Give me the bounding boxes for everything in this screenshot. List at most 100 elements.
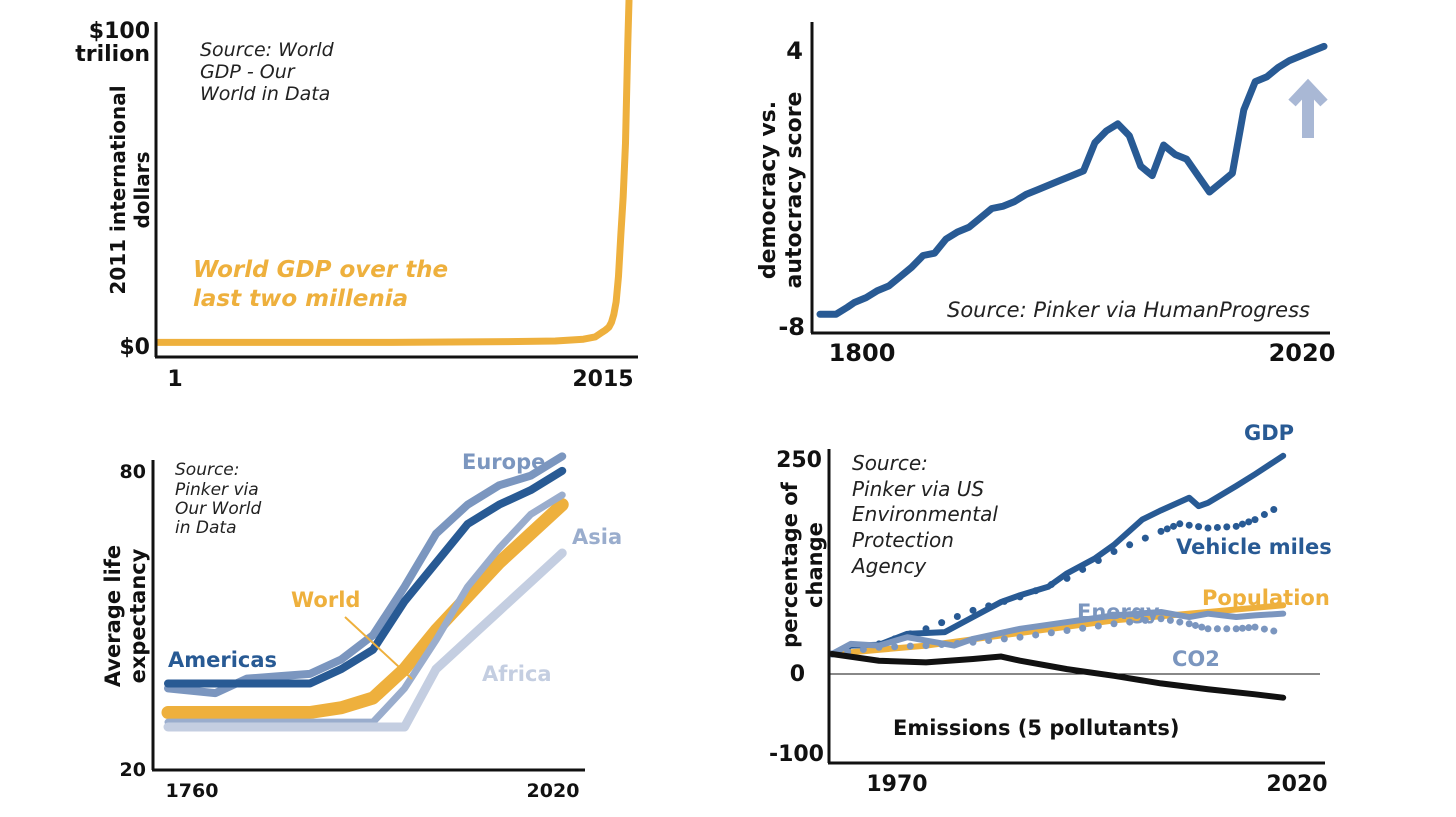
gdp-source-line2: GDP - Our <box>200 61 296 83</box>
env-source-line3: Environmental <box>852 502 998 526</box>
env-x-tick-start: 1970 <box>866 772 927 797</box>
life-y-tick-top: 80 <box>120 461 146 483</box>
env-co2-dot <box>906 642 914 650</box>
env-vehicle-miles-dot <box>1016 593 1024 601</box>
env-co2-dot <box>969 638 977 646</box>
env-vehicle-miles-dot <box>1170 522 1178 530</box>
env-vehicle-miles-dot <box>1204 524 1212 532</box>
democracy-y-tick-bottom: -8 <box>778 313 805 341</box>
env-vehicle-miles-dot <box>1251 516 1259 524</box>
gdp-y-tick-zero: $0 <box>119 335 150 360</box>
life-y-label-line2: expectancy <box>126 548 150 683</box>
democracy-y-label-line2: autocracy score <box>782 92 807 289</box>
gdp-title-line2: last two millenia <box>193 286 408 312</box>
gdp-title-line1: World GDP over the <box>193 257 448 283</box>
env-co2-dot <box>1110 620 1118 628</box>
env-y-label-line2: change <box>803 522 827 608</box>
env-co2-dot <box>859 646 867 654</box>
life-label-europe: Europe <box>462 450 545 474</box>
gdp-y-label-line2: dollars <box>130 151 154 228</box>
env-vehicle-miles-dot <box>1195 523 1203 531</box>
env-vehicle-miles-dot <box>1270 506 1278 514</box>
gdp-y-tick-top-line1: $100 <box>89 19 150 44</box>
env-vehicle-miles-dot <box>1126 541 1134 549</box>
env-co2-dot <box>1157 615 1165 623</box>
life-europe-line <box>164 452 567 698</box>
life-y-tick-bottom: 20 <box>120 759 146 781</box>
env-label-gdp: GDP <box>1244 421 1294 445</box>
env-vehicle-miles-dot <box>1094 556 1102 564</box>
life-world-pointer <box>344 616 413 680</box>
env-co2-dot <box>1251 623 1259 631</box>
env-co2-dot <box>1047 629 1055 637</box>
env-source-line1: Source: <box>852 451 928 475</box>
life-source-line4: in Data <box>175 518 237 538</box>
democracy-chart: 4 -8 1800 2020 democracy vs. autocracy s… <box>756 22 1335 367</box>
gdp-x-tick-start: 1 <box>167 367 182 392</box>
env-emissions-5-pollutants-line <box>829 651 1287 701</box>
gdp-source-line3: World in Data <box>200 83 330 105</box>
gdp-chart: $100 trilion $0 1 2015 2011 internationa… <box>75 0 638 392</box>
env-vehicle-miles-dot <box>1000 597 1008 605</box>
env-vehicle-miles-dot <box>1213 523 1221 531</box>
gdp-source-line1: Source: World <box>200 39 335 61</box>
env-co2-dot <box>953 639 961 647</box>
env-vehicle-miles-dot <box>922 625 930 633</box>
env-vehicle-miles-dot <box>1245 518 1253 526</box>
env-vehicle-miles-dot <box>1047 581 1055 589</box>
env-co2-dot <box>891 643 899 651</box>
env-co2-dot <box>1185 620 1193 628</box>
life-americas-line <box>164 466 567 688</box>
env-co2-dot <box>1016 633 1024 641</box>
democracy-x-tick-end: 2020 <box>1269 339 1336 367</box>
env-vehicle-miles-dot <box>1063 574 1071 582</box>
env-vehicle-miles-dot <box>953 612 961 620</box>
env-co2-dot <box>985 637 993 645</box>
env-co2-dot <box>1176 618 1184 626</box>
gdp-y-tick-top-line2: trilion <box>75 42 150 67</box>
life-label-asia: Asia <box>572 525 622 549</box>
env-vehicle-miles-dot <box>1141 534 1149 542</box>
env-source-line2: Pinker via US <box>852 477 984 501</box>
env-co2-dot <box>1000 635 1008 643</box>
env-vehicle-miles-dot <box>1185 521 1193 529</box>
env-co2-dot <box>1079 624 1087 632</box>
env-vehicle-miles-dot <box>1110 548 1118 556</box>
democracy-source: Source: Pinker via HumanProgress <box>947 298 1310 322</box>
env-vehicle-miles-dot <box>1232 522 1240 530</box>
env-vehicle-miles-dot <box>969 606 977 614</box>
env-vehicle-miles-dot <box>1163 525 1171 533</box>
env-co2-dot <box>1238 624 1246 632</box>
life-label-africa: Africa <box>482 662 552 686</box>
env-co2-dot <box>1094 622 1102 630</box>
env-label-co2: CO2 <box>1172 647 1220 671</box>
democracy-y-tick-top: 4 <box>786 37 803 65</box>
env-vehicle-miles-dot <box>1238 520 1246 528</box>
env-co2-dot <box>1126 618 1134 626</box>
env-co2-dot <box>922 642 930 650</box>
env-y-tick-zero: 0 <box>790 662 805 687</box>
life-asia-line <box>164 491 566 726</box>
env-label-vehicle-miles: Vehicle miles <box>1176 535 1332 559</box>
env-vehicle-miles-dot <box>938 619 946 627</box>
life-source-line3: Our World <box>175 499 261 519</box>
env-co2-dot <box>1260 625 1268 633</box>
env-co2-dot <box>1204 625 1212 633</box>
env-co2-dot <box>938 640 946 648</box>
gdp-series-0-line <box>154 0 633 346</box>
life-label-world: World <box>291 588 360 612</box>
env-co2-dot <box>1270 627 1278 635</box>
life-source-line2: Pinker via <box>175 480 259 500</box>
democracy-series-0-line <box>816 42 1328 318</box>
democracy-x-tick-start: 1800 <box>829 339 896 367</box>
env-co2-dot <box>875 643 883 651</box>
life-expectancy-chart: 80 20 1760 2020 Average life expectancy … <box>101 450 622 802</box>
env-label-emissions: Emissions (5 pollutants) <box>893 716 1179 740</box>
life-source-line1: Source: <box>175 460 240 480</box>
env-energy-line <box>829 609 1287 657</box>
env-co2-dot <box>1191 621 1199 629</box>
life-label-americas: Americas <box>168 648 277 672</box>
env-x-tick-end: 2020 <box>1266 772 1327 797</box>
environment-chart: 250 0 -100 1970 2020 percentage of chang… <box>769 421 1332 797</box>
